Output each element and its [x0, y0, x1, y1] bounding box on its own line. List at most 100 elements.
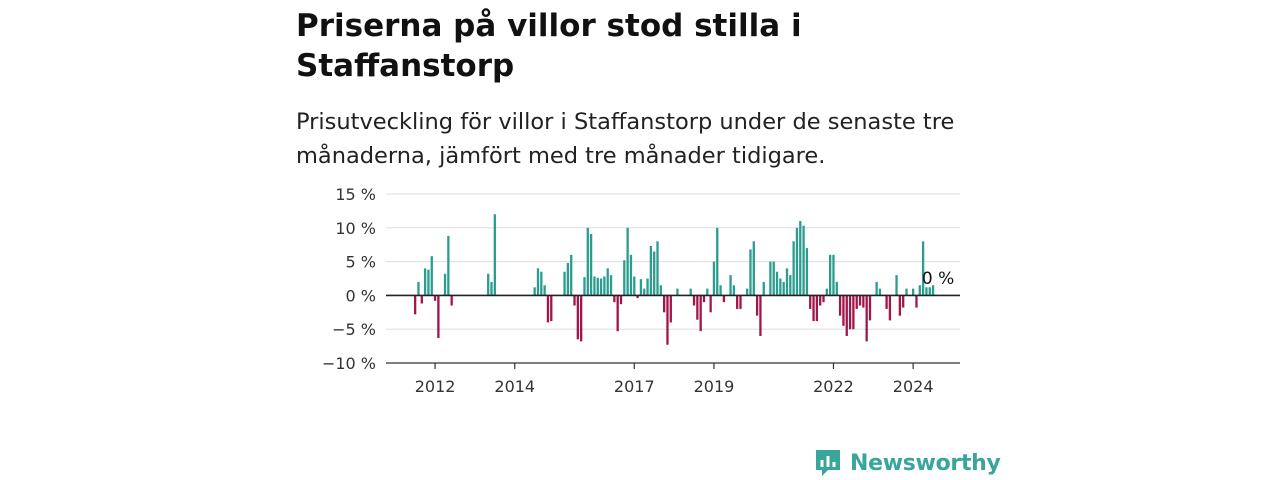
bar	[868, 295, 872, 321]
bar	[447, 235, 450, 296]
bar	[921, 241, 925, 296]
x-tick-label: 2017	[614, 377, 655, 396]
bar	[762, 281, 765, 296]
bar	[931, 285, 935, 296]
bar	[862, 295, 865, 308]
bar	[639, 279, 643, 296]
bar	[653, 251, 656, 296]
bar	[437, 295, 440, 338]
bar	[583, 277, 586, 296]
bar	[603, 276, 606, 296]
bar	[417, 281, 420, 296]
bar	[918, 285, 921, 296]
bar	[829, 254, 832, 296]
bar	[566, 262, 570, 296]
bar	[822, 295, 825, 303]
bar	[905, 288, 908, 296]
bar	[689, 288, 692, 296]
bar	[782, 281, 785, 296]
bar	[636, 295, 639, 299]
bar	[915, 295, 918, 308]
bar	[722, 295, 726, 303]
bar	[729, 275, 732, 296]
bar	[792, 241, 795, 296]
x-tick-label: 2024	[893, 377, 934, 396]
bar	[702, 295, 706, 303]
grid-layer	[386, 193, 960, 364]
chart-subtitle: Prisutveckling för villor i Staffanstorp…	[296, 109, 955, 169]
bar	[852, 295, 855, 330]
bar	[789, 275, 792, 296]
bar	[623, 260, 626, 296]
y-tick-label: 0 %	[346, 286, 376, 305]
bar	[493, 214, 496, 296]
bar	[898, 295, 902, 316]
label-layer: 15 % 10 % 5 % 0 % −5 % −10 % 2012 2014 2017 2019 2…	[322, 185, 954, 396]
bar	[885, 295, 888, 309]
bar	[576, 295, 579, 340]
bar	[699, 295, 702, 332]
bar	[755, 295, 759, 316]
bar	[772, 261, 775, 296]
bar	[878, 288, 882, 296]
bar	[570, 254, 573, 296]
bar	[815, 295, 819, 322]
bar	[719, 285, 722, 296]
bar	[550, 295, 553, 322]
bar	[838, 295, 842, 316]
x-tick-label: 2022	[813, 377, 854, 396]
bar	[663, 295, 666, 313]
bar	[749, 249, 752, 296]
bar	[593, 276, 596, 296]
bar	[609, 275, 613, 296]
bar	[599, 278, 603, 296]
bar	[616, 295, 619, 332]
bar	[779, 278, 782, 296]
last-value-label: 0 %	[922, 269, 954, 289]
bar	[835, 281, 838, 296]
newsworthy-logo: Newsworthy	[814, 446, 1001, 480]
bar	[812, 295, 815, 322]
bar	[842, 295, 845, 326]
bar	[709, 295, 712, 313]
x-tick-label: 2019	[694, 377, 735, 396]
bar	[848, 295, 852, 330]
bar	[925, 287, 928, 296]
bar	[430, 256, 433, 296]
logo-text: Newsworthy	[850, 450, 1001, 476]
y-tick-label: 10 %	[335, 219, 376, 238]
bar	[563, 271, 566, 296]
bar	[540, 271, 543, 296]
bar	[606, 268, 609, 296]
y-tick-label: 15 %	[335, 185, 376, 204]
bar	[809, 295, 812, 309]
y-tick-label: −10 %	[322, 354, 376, 373]
bar	[649, 246, 653, 296]
bar	[759, 295, 762, 336]
bar	[716, 227, 719, 296]
bar	[802, 225, 805, 296]
bar	[769, 261, 772, 296]
bar	[832, 254, 835, 296]
bar	[487, 273, 490, 296]
bar	[596, 277, 599, 296]
bar	[805, 248, 809, 296]
bar	[785, 268, 789, 296]
bar	[533, 287, 536, 296]
bar	[732, 285, 736, 296]
bar	[420, 295, 423, 304]
bar	[433, 295, 437, 301]
bar	[586, 227, 589, 296]
bar	[490, 281, 493, 296]
bar	[845, 295, 848, 336]
bar	[895, 275, 898, 296]
bar	[543, 285, 546, 296]
bar	[633, 276, 636, 296]
bar	[795, 227, 799, 296]
bar	[646, 278, 649, 296]
bar	[799, 221, 802, 296]
bar	[819, 295, 822, 306]
axis-layer	[386, 294, 960, 369]
bar	[589, 233, 593, 296]
